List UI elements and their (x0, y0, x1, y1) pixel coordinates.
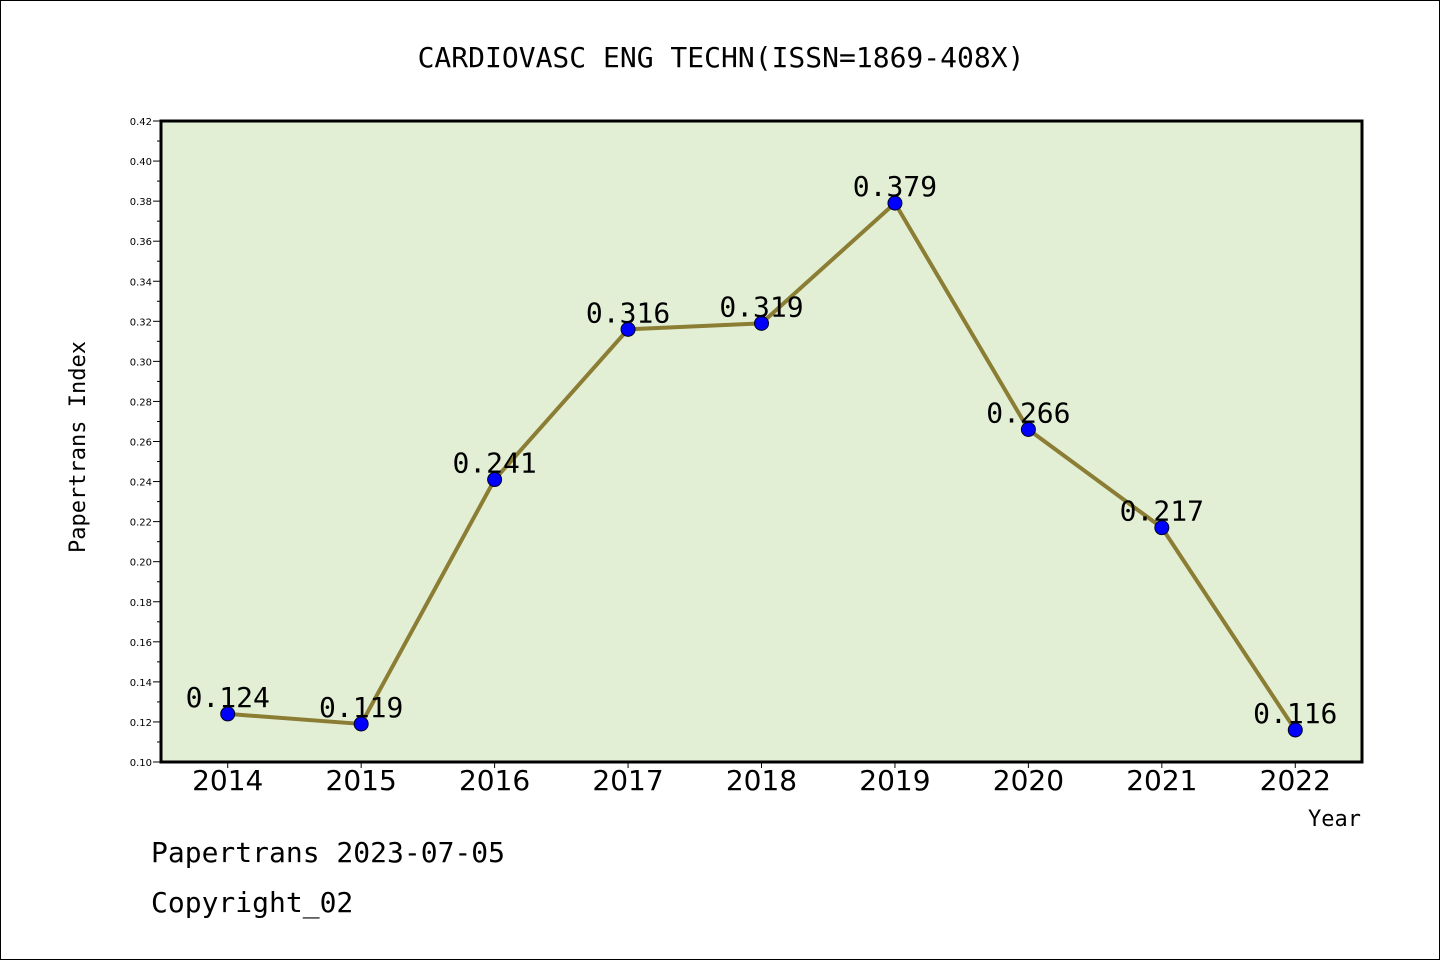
y-tick-label: 0.30 (130, 357, 152, 368)
data-point (620, 321, 636, 337)
y-tick-label: 0.36 (130, 237, 152, 248)
x-tick-label: 2020 (993, 764, 1064, 797)
x-tick-label: 2015 (326, 764, 397, 797)
x-tick-label: 2014 (192, 764, 263, 797)
y-tick-label: 0.12 (130, 718, 152, 729)
series-group: 0.124 0.119 0.241 0.316 0.319 0.379 0.266 0.217… (186, 170, 1337, 738)
y-tick-label: 0.32 (130, 317, 152, 328)
y-tick-label: 0.26 (130, 438, 152, 449)
y-axis: 0.10 0.12 0.14 0.16 0.18 0.20 0.22 0.24 0.26 0.28… (130, 117, 161, 769)
footer-copyright: Copyright_02 (151, 886, 354, 919)
plot-border (159, 119, 1364, 764)
footer-date: Papertrans 2023-07-05 (151, 836, 506, 869)
x-tick-label: 2017 (592, 764, 663, 797)
x-tick-label: 2021 (1126, 764, 1197, 797)
y-tick-label: 0.34 (130, 277, 152, 288)
data-label: 0.119 (319, 691, 403, 724)
y-tick-label: 0.10 (130, 758, 152, 769)
y-tick-label: 0.24 (130, 478, 152, 489)
y-tick-label: 0.20 (130, 558, 152, 569)
data-label: 0.266 (986, 396, 1070, 429)
data-point (1154, 520, 1170, 536)
data-point (353, 716, 369, 732)
x-axis: 2014 2015 2016 2017 2018 2019 2020 2021 2022 (192, 762, 1331, 797)
chart-title: CARDIOVASC ENG TECHN(ISSN=1869-408X) (418, 41, 1025, 74)
data-point (487, 472, 503, 488)
data-label: 0.124 (186, 681, 270, 714)
y-tick-label: 0.38 (130, 197, 152, 208)
x-tick-label: 2016 (459, 764, 530, 797)
x-axis-label: Year (1308, 807, 1361, 832)
data-label: 0.379 (853, 170, 937, 203)
x-tick-label: 2022 (1260, 764, 1331, 797)
y-axis-label: Papertrans Index (66, 341, 91, 553)
y-tick-label: 0.40 (130, 157, 152, 168)
data-label: 0.116 (1253, 697, 1337, 730)
y-tick-label: 0.16 (130, 638, 152, 649)
data-point (754, 315, 769, 331)
data-point (887, 195, 903, 211)
x-tick-label: 2019 (859, 764, 930, 797)
y-tick-label: 0.22 (130, 518, 152, 529)
x-tick-label: 2018 (726, 764, 797, 797)
plot-area (161, 121, 1362, 762)
data-label: 0.316 (586, 296, 670, 329)
data-point (220, 706, 236, 722)
y-tick-label: 0.28 (130, 397, 152, 408)
data-label: 0.241 (452, 447, 536, 480)
y-tick-label: 0.14 (130, 678, 152, 689)
data-point (1287, 722, 1303, 738)
data-label: 0.217 (1120, 495, 1204, 528)
data-label: 0.319 (719, 290, 803, 323)
data-point (1020, 421, 1036, 437)
y-tick-label: 0.18 (130, 598, 152, 609)
y-tick-label: 0.42 (130, 117, 152, 128)
